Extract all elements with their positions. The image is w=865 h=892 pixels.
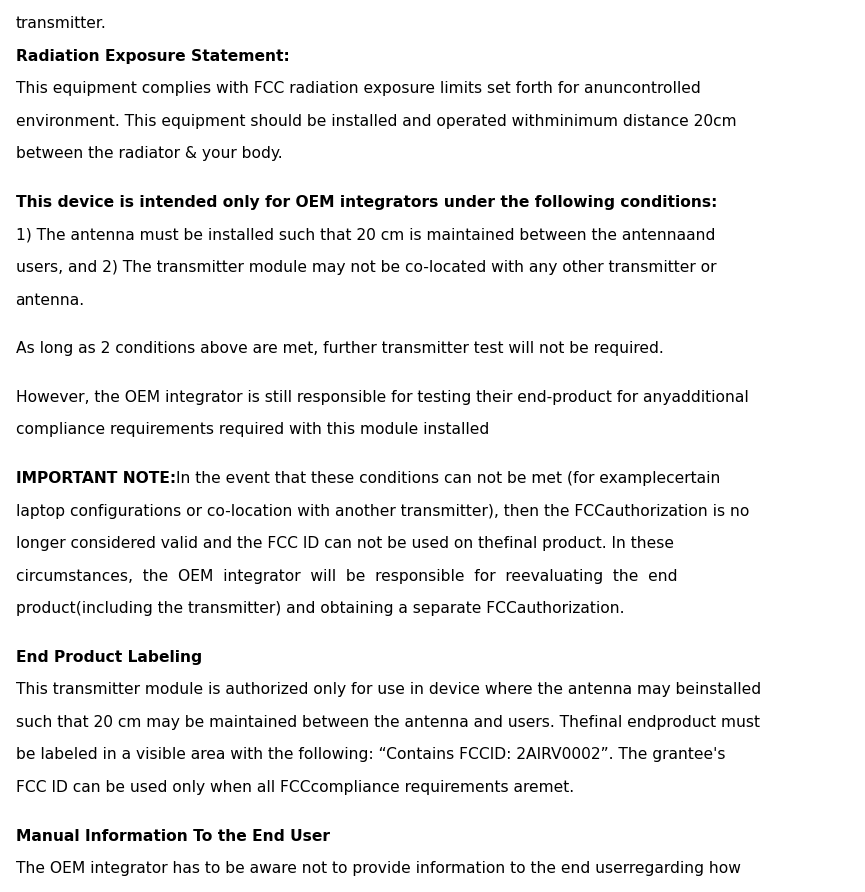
Text: circumstances,  the  OEM  integrator  will  be  responsible  for  reevaluating  : circumstances, the OEM integrator will b…	[16, 568, 677, 583]
Text: Manual Information To the End User: Manual Information To the End User	[16, 829, 330, 844]
Text: such that 20 cm may be maintained between the antenna and users. Thefinal endpro: such that 20 cm may be maintained betwee…	[16, 714, 759, 730]
Text: environment. This equipment should be installed and operated withminimum distanc: environment. This equipment should be in…	[16, 113, 736, 128]
Text: 1) The antenna must be installed such that 20 cm is maintained between the anten: 1) The antenna must be installed such th…	[16, 227, 715, 243]
Text: antenna.: antenna.	[16, 293, 85, 308]
Text: transmitter.: transmitter.	[16, 16, 106, 31]
Text: This equipment complies with FCC radiation exposure limits set forth for anuncon: This equipment complies with FCC radiati…	[16, 81, 701, 96]
Text: be labeled in a visible area with the following: “Contains FCCID: 2AIRV0002”. Th: be labeled in a visible area with the fo…	[16, 747, 725, 763]
Text: IMPORTANT NOTE:: IMPORTANT NOTE:	[16, 471, 176, 486]
Text: laptop configurations or co-location with another transmitter), then the FCCauth: laptop configurations or co-location wit…	[16, 503, 749, 518]
Text: However, the OEM integrator is still responsible for testing their end-product f: However, the OEM integrator is still res…	[16, 390, 748, 405]
Text: between the radiator & your body.: between the radiator & your body.	[16, 146, 282, 161]
Text: As long as 2 conditions above are met, further transmitter test will not be requ: As long as 2 conditions above are met, f…	[16, 341, 663, 356]
Text: End Product Labeling: End Product Labeling	[16, 649, 202, 665]
Text: longer considered valid and the FCC ID can not be used on thefinal product. In t: longer considered valid and the FCC ID c…	[16, 536, 674, 551]
Text: The OEM integrator has to be aware not to provide information to the end userreg: The OEM integrator has to be aware not t…	[16, 861, 740, 876]
Text: Radiation Exposure Statement:: Radiation Exposure Statement:	[16, 49, 289, 63]
Text: product(including the transmitter) and obtaining a separate FCCauthorization.: product(including the transmitter) and o…	[16, 601, 624, 616]
Text: compliance requirements required with this module installed: compliance requirements required with th…	[16, 422, 489, 437]
Text: This device is intended only for OEM integrators under the following conditions:: This device is intended only for OEM int…	[16, 194, 717, 210]
Text: This transmitter module is authorized only for use in device where the antenna m: This transmitter module is authorized on…	[16, 682, 760, 698]
Text: users, and 2) The transmitter module may not be co-located with any other transm: users, and 2) The transmitter module may…	[16, 260, 716, 275]
Text: FCC ID can be used only when all FCCcompliance requirements aremet.: FCC ID can be used only when all FCCcomp…	[16, 780, 573, 795]
Text: In the event that these conditions can not be met (for examplecertain: In the event that these conditions can n…	[176, 471, 720, 486]
